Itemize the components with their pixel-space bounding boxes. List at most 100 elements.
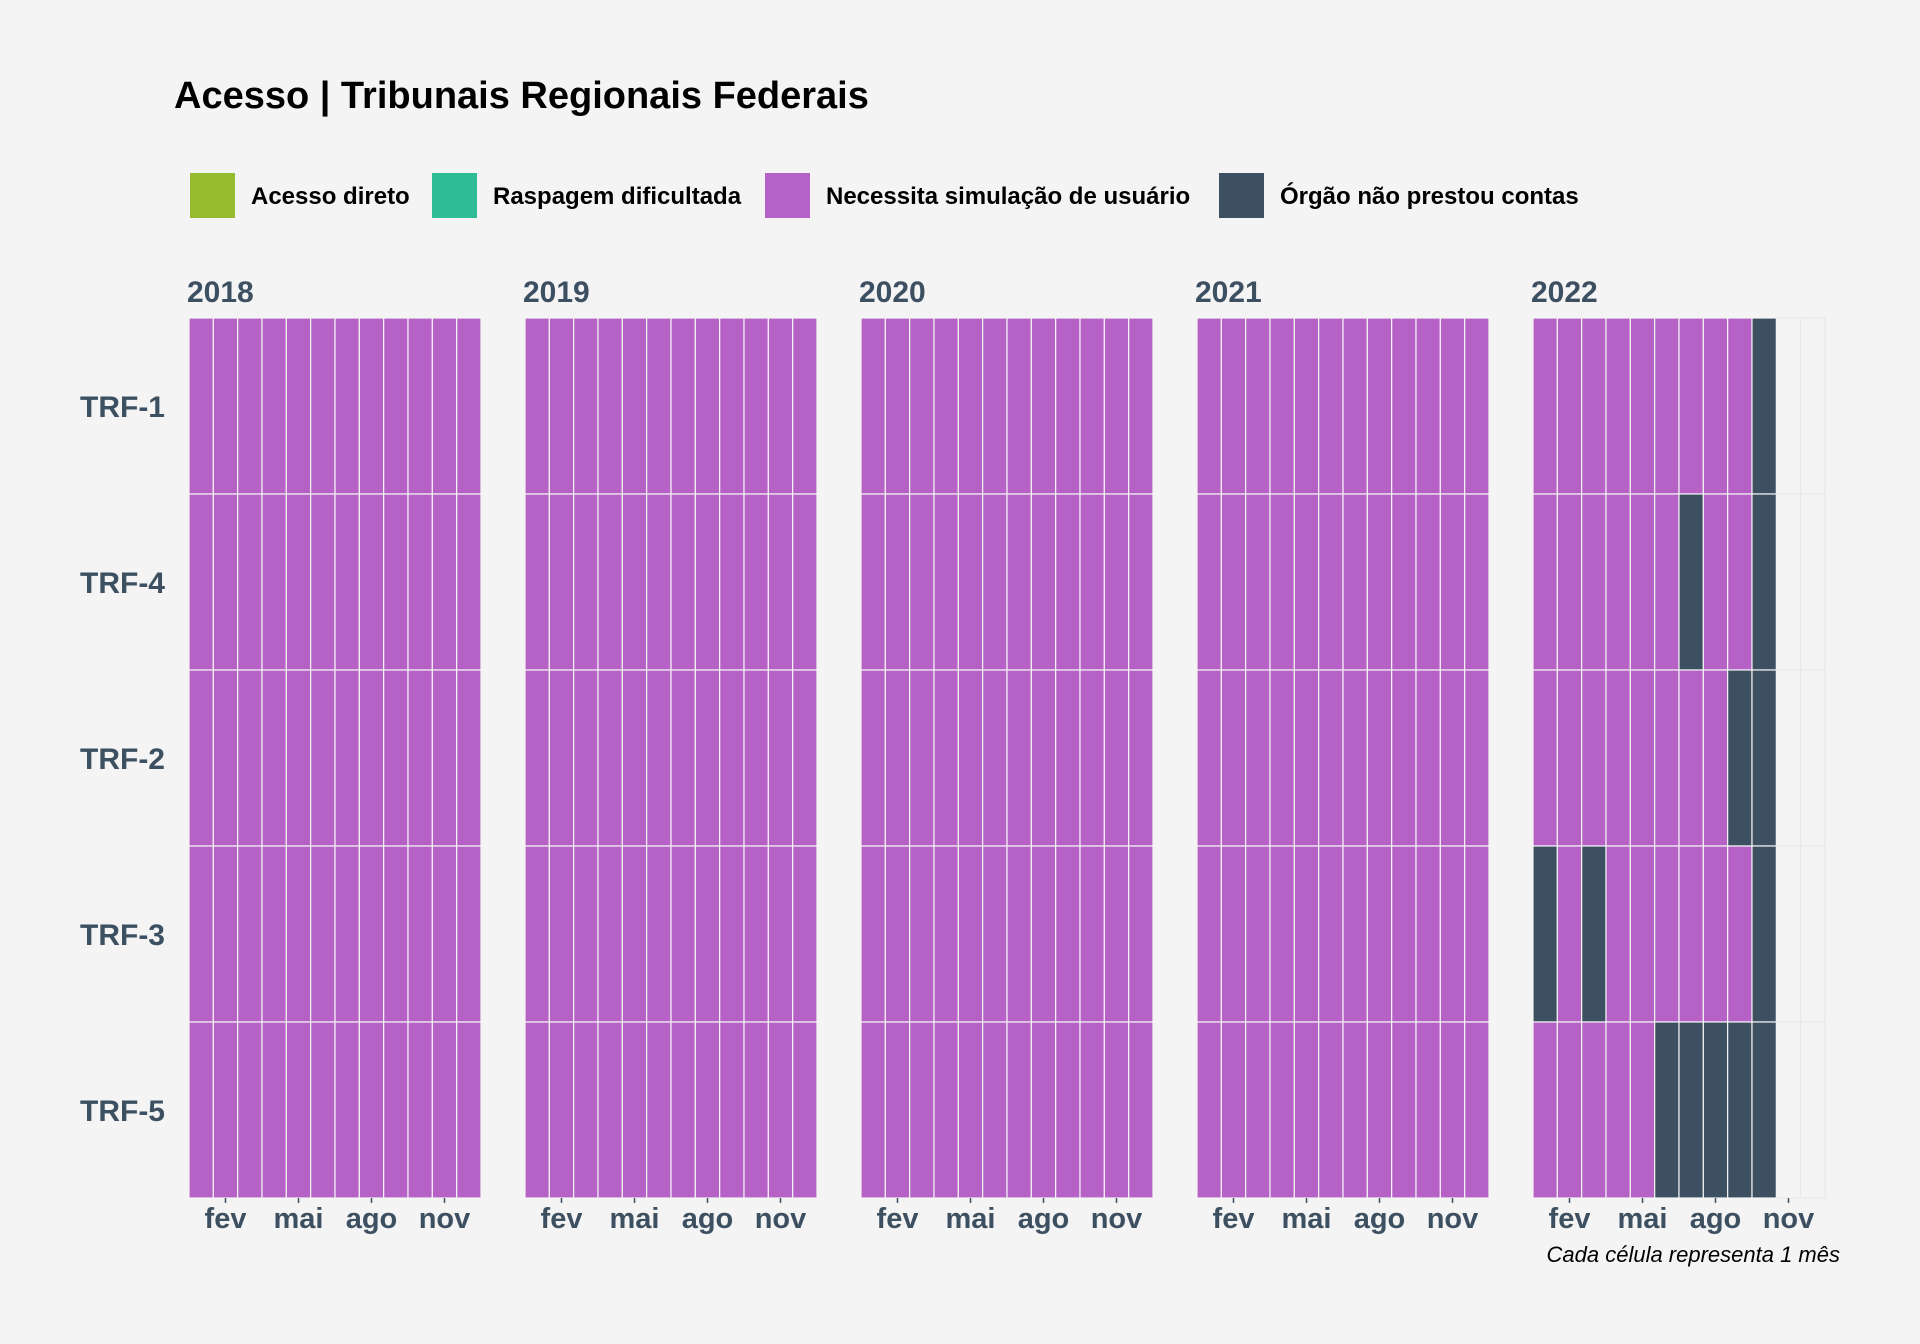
cell-2022-TRF-5-m4 — [1605, 1021, 1631, 1199]
cell-2021-TRF-1-m10 — [1415, 317, 1441, 495]
cell-2020-TRF-5-m2 — [884, 1021, 911, 1199]
cell-2019-TRF-1-m4 — [597, 317, 623, 495]
cell-2022-TRF-2-m1 — [1532, 669, 1558, 847]
cell-2018-TRF-1-m4 — [261, 317, 287, 495]
cell-2022-TRF-2-m8 — [1702, 669, 1729, 847]
cell-2020-TRF-1-m1 — [860, 317, 886, 495]
cell-2021-TRF-4-m10 — [1415, 493, 1441, 671]
cell-2019-TRF-3-m2 — [548, 845, 575, 1023]
year-label-2021: 2021 — [1195, 276, 1262, 309]
cell-2021-TRF-5-m10 — [1415, 1021, 1441, 1199]
panel-2018: 2018 fev mai ago nov — [187, 276, 482, 1235]
cell-2021-TRF-2-m11 — [1439, 669, 1466, 847]
x-tick-label-mai: mai — [946, 1203, 996, 1235]
cell-2021-TRF-2-m5 — [1293, 669, 1320, 847]
cell-2018-TRF-3-m12 — [456, 845, 482, 1023]
cell-2021-TRF-5-m4 — [1269, 1021, 1295, 1199]
cell-2020-TRF-2-m11 — [1103, 669, 1130, 847]
cell-2019-TRF-2-m10 — [743, 669, 769, 847]
chart-title: Acesso | Tribunais Regionais Federais — [174, 75, 869, 117]
chart-caption: Cada célula representa 1 mês — [1547, 1242, 1841, 1267]
cell-2021-TRF-4-m3 — [1245, 493, 1271, 671]
cell-2018-TRF-2-m2 — [212, 669, 239, 847]
cell-2022-TRF-3-m8 — [1702, 845, 1729, 1023]
cell-2021-TRF-3-m5 — [1293, 845, 1320, 1023]
cell-2022-TRF-4-m5 — [1629, 493, 1656, 671]
cell-2020-TRF-3-m8 — [1030, 845, 1057, 1023]
cell-2018-TRF-5-m7 — [334, 1021, 360, 1199]
panel-2019: 2019 fev mai ago nov — [523, 276, 818, 1235]
cell-2022-TRF-3-m5 — [1629, 845, 1656, 1023]
cell-2020-TRF-1-m11 — [1103, 317, 1130, 495]
cell-2021-TRF-4-m1 — [1196, 493, 1222, 671]
cell-2018-TRF-5-m5 — [285, 1021, 312, 1199]
cell-2019-TRF-1-m8 — [694, 317, 721, 495]
cell-2021-TRF-3-m6 — [1318, 845, 1344, 1023]
cell-2018-TRF-5-m9 — [383, 1021, 409, 1199]
cell-2021-TRF-2-m10 — [1415, 669, 1441, 847]
cell-2019-TRF-4-m2 — [548, 493, 575, 671]
cell-2019-TRF-5-m5 — [621, 1021, 648, 1199]
panel-2021: 2021 fev mai ago nov — [1195, 276, 1490, 1235]
cell-2022-TRF-3-m6 — [1654, 845, 1680, 1023]
cell-2020-TRF-2-m7 — [1006, 669, 1032, 847]
row-label-trf-4: TRF-4 — [80, 567, 165, 600]
x-tick-label-nov: nov — [755, 1203, 807, 1235]
cell-2018-TRF-3-m11 — [431, 845, 458, 1023]
cell-2021-TRF-5-m2 — [1220, 1021, 1247, 1199]
cell-2021-TRF-4-m11 — [1439, 493, 1466, 671]
cell-2019-TRF-4-m1 — [524, 493, 550, 671]
cell-2018-TRF-1-m1 — [188, 317, 214, 495]
cell-2022-TRF-4-m6 — [1654, 493, 1680, 671]
cell-2018-TRF-1-m8 — [358, 317, 385, 495]
x-tick-label-fev: fev — [877, 1203, 919, 1235]
x-tick-label-fev: fev — [541, 1203, 583, 1235]
x-tick-label-nov: nov — [1091, 1203, 1143, 1235]
cell-2022-TRF-2-m7 — [1678, 669, 1704, 847]
cell-2018-TRF-2-m10 — [407, 669, 433, 847]
cell-2020-TRF-5-m10 — [1079, 1021, 1105, 1199]
cell-2019-TRF-2-m7 — [670, 669, 696, 847]
cell-2018-TRF-2-m11 — [431, 669, 458, 847]
cell-2019-TRF-3-m12 — [792, 845, 818, 1023]
cell-2022-TRF-2-m9 — [1727, 669, 1753, 847]
cell-2022-TRF-3-m3 — [1581, 845, 1607, 1023]
cell-2022-TRF-4-m4 — [1605, 493, 1631, 671]
cell-2022-TRF-3-m10 — [1751, 845, 1777, 1023]
cell-2019-TRF-3-m5 — [621, 845, 648, 1023]
cell-2022-TRF-4-m3 — [1581, 493, 1607, 671]
cell-2020-TRF-1-m2 — [884, 317, 911, 495]
cell-2021-TRF-2-m9 — [1391, 669, 1417, 847]
cell-2020-TRF-3-m11 — [1103, 845, 1130, 1023]
cell-2022-TRF-5-m3 — [1581, 1021, 1607, 1199]
cell-2019-TRF-5-m8 — [694, 1021, 721, 1199]
cell-2018-TRF-2-m3 — [237, 669, 263, 847]
cell-2020-TRF-4-m4 — [933, 493, 959, 671]
cell-2020-TRF-1-m12 — [1128, 317, 1154, 495]
cell-2021-TRF-1-m3 — [1245, 317, 1271, 495]
cell-2021-TRF-5-m11 — [1439, 1021, 1466, 1199]
cell-2019-TRF-1-m7 — [670, 317, 696, 495]
cell-2018-TRF-5-m4 — [261, 1021, 287, 1199]
cell-2021-TRF-1-m6 — [1318, 317, 1344, 495]
cell-2021-TRF-3-m9 — [1391, 845, 1417, 1023]
legend-swatch-raspagem — [432, 173, 477, 218]
cell-2018-TRF-5-m1 — [188, 1021, 214, 1199]
cell-2018-TRF-2-m4 — [261, 669, 287, 847]
x-tick-label-nov: nov — [1427, 1203, 1479, 1235]
x-tick-label-nov: nov — [1763, 1203, 1815, 1235]
cell-2019-TRF-1-m1 — [524, 317, 550, 495]
cell-2021-TRF-3-m7 — [1342, 845, 1368, 1023]
cell-2021-TRF-2-m4 — [1269, 669, 1295, 847]
cell-2018-TRF-4-m12 — [456, 493, 482, 671]
cell-2018-TRF-4-m2 — [212, 493, 239, 671]
cell-2020-TRF-4-m9 — [1055, 493, 1081, 671]
cell-2020-TRF-1-m3 — [909, 317, 935, 495]
cell-2020-TRF-5-m8 — [1030, 1021, 1057, 1199]
cell-2022-TRF-4-m7 — [1678, 493, 1704, 671]
x-tick-label-mai: mai — [274, 1203, 324, 1235]
cell-2019-TRF-3-m10 — [743, 845, 769, 1023]
cell-2019-TRF-4-m11 — [767, 493, 794, 671]
cell-2019-TRF-2-m2 — [548, 669, 575, 847]
cell-2022-TRF-1-m8 — [1702, 317, 1729, 495]
